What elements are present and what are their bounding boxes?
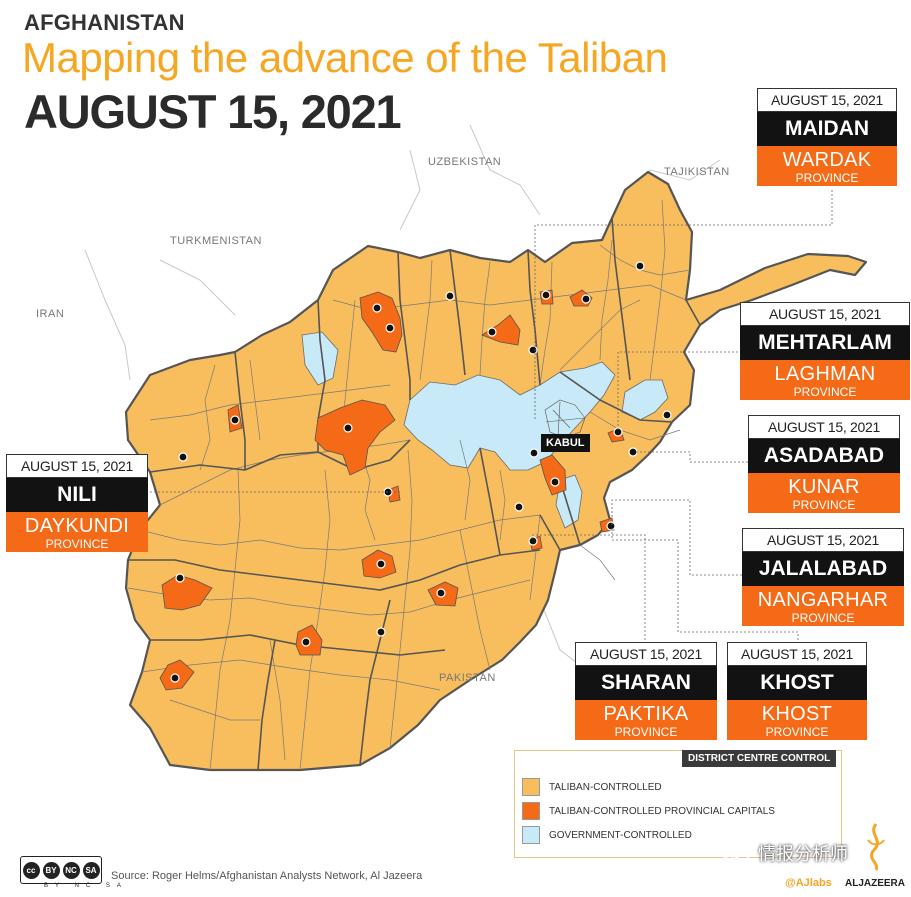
headline: Mapping the advance of the Taliban xyxy=(22,34,668,81)
label-uzbekistan: UZBEKISTAN xyxy=(428,156,502,168)
callout-date: AUGUST 15, 2021 xyxy=(6,454,148,478)
callout-khost: AUGUST 15, 2021 KHOST KHOST PROVINCE xyxy=(727,642,867,740)
legend-label: TALIBAN-CONTROLLED PROVINCIAL CAPITALS xyxy=(549,805,775,817)
callout-province-word: PROVINCE xyxy=(742,612,904,626)
aljazeera-logo-icon xyxy=(867,823,885,871)
callout-province: KHOST xyxy=(727,700,867,726)
callout-nili: AUGUST 15, 2021 NILI DAYKUNDI PROVINCE xyxy=(6,454,148,552)
watermark: 情报分析师 xyxy=(720,840,848,866)
sa-icon: SA xyxy=(82,861,100,879)
callout-province: WARDAK xyxy=(757,146,897,172)
label-iran: IRAN xyxy=(36,308,65,320)
callout-asadabad: AUGUST 15, 2021 ASADABAD KUNAR PROVINCE xyxy=(748,415,900,513)
legend-item-government: GOVERNMENT-CONTROLLED xyxy=(522,826,692,844)
legend-swatch xyxy=(522,802,540,820)
callout-date: AUGUST 15, 2021 xyxy=(742,528,904,552)
callout-jalalabad: AUGUST 15, 2021 JALALABAD NANGARHAR PROV… xyxy=(742,528,904,626)
city-dots xyxy=(170,261,672,683)
label-turkmenistan: TURKMENISTAN xyxy=(170,235,262,247)
legend-item-captured-capitals: TALIBAN-CONTROLLED PROVINCIAL CAPITALS xyxy=(522,802,775,820)
legend-title: DISTRICT CENTRE CONTROL xyxy=(682,750,837,767)
legend-item-taliban: TALIBAN-CONTROLLED xyxy=(522,778,662,796)
legend-label: GOVERNMENT-CONTROLLED xyxy=(549,829,692,841)
license-labels: BY NC SA xyxy=(44,883,128,889)
callout-province: NANGARHAR xyxy=(742,586,904,612)
callout-date: AUGUST 15, 2021 xyxy=(740,302,910,326)
watermark-text: 情报分析师 xyxy=(758,844,848,864)
wechat-icon xyxy=(720,842,749,864)
ajlabs-handle: @AJlabs xyxy=(785,877,832,889)
callout-province: KUNAR xyxy=(748,473,900,499)
country-outline xyxy=(124,170,868,772)
label-tajikistan: TAJIKISTAN xyxy=(664,166,730,178)
legend-swatch xyxy=(522,778,540,796)
callout-date: AUGUST 15, 2021 xyxy=(727,642,867,666)
callout-province: LAGHMAN xyxy=(740,360,910,386)
callout-date: AUGUST 15, 2021 xyxy=(575,642,717,666)
creative-commons-badge: cc BY NC SA xyxy=(20,856,102,884)
kabul-area xyxy=(544,399,586,439)
callout-date: AUGUST 15, 2021 xyxy=(757,88,897,112)
callout-city: NILI xyxy=(6,478,148,512)
callout-province: DAYKUNDI xyxy=(6,512,148,538)
aljazeera-wordmark: ALJAZEERA xyxy=(845,878,906,889)
leader-lines xyxy=(150,190,833,640)
map-date: AUGUST 15, 2021 xyxy=(24,85,402,138)
source-note: Source: Roger Helms/Afghanistan Analysts… xyxy=(111,870,423,882)
callout-maidan: AUGUST 15, 2021 MAIDAN WARDAK PROVINCE xyxy=(757,88,897,186)
captured-capitals xyxy=(159,289,625,691)
callout-city: MAIDAN xyxy=(757,112,897,146)
callout-city: ASADABAD xyxy=(748,439,900,473)
callout-province: PAKTIKA xyxy=(575,700,717,726)
afghanistan-map xyxy=(84,124,868,772)
callout-sharan: AUGUST 15, 2021 SHARAN PAKTIKA PROVINCE xyxy=(575,642,717,740)
callout-province-word: PROVINCE xyxy=(740,386,910,400)
legend-label: TALIBAN-CONTROLLED xyxy=(549,781,662,793)
kicker: AFGHANISTAN xyxy=(24,10,185,35)
callout-date: AUGUST 15, 2021 xyxy=(748,415,900,439)
government-areas xyxy=(301,331,669,529)
kabul-label: KABUL xyxy=(541,434,590,452)
callout-city: MEHTARLAM xyxy=(740,326,910,360)
cc-icon: cc xyxy=(22,861,40,879)
nc-icon: NC xyxy=(62,861,80,879)
by-icon: BY xyxy=(42,861,60,879)
label-pakistan: PAKISTAN xyxy=(439,672,496,684)
callout-province-word: PROVINCE xyxy=(757,172,897,186)
legend xyxy=(514,750,842,858)
callout-province-word: PROVINCE xyxy=(727,726,867,740)
callout-province-word: PROVINCE xyxy=(748,499,900,513)
callout-city: JALALABAD xyxy=(742,552,904,586)
callout-city: KHOST xyxy=(727,666,867,700)
callout-city: SHARAN xyxy=(575,666,717,700)
callout-province-word: PROVINCE xyxy=(6,538,148,552)
callout-mehtarlam: AUGUST 15, 2021 MEHTARLAM LAGHMAN PROVIN… xyxy=(740,302,910,400)
callout-province-word: PROVINCE xyxy=(575,726,717,740)
district-lines xyxy=(127,199,691,771)
legend-swatch xyxy=(522,826,540,844)
